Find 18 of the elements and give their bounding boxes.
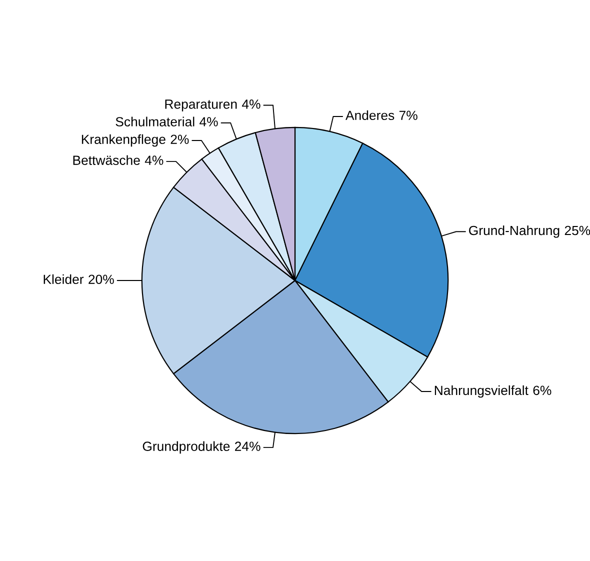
data-label: 4%	[144, 156, 164, 165]
data-label: 7%	[399, 110, 418, 120]
slice-label: Anderes	[346, 110, 394, 120]
data-label: 2%	[170, 134, 189, 144]
slice-label: Grund-Nahrung	[469, 225, 560, 238]
slice-label: Kleider	[44, 274, 84, 284]
data-label: 4%	[200, 117, 218, 126]
slice-label: Reparaturen	[165, 100, 237, 112]
data-label: 24%	[235, 442, 260, 451]
data-label: 4%	[242, 100, 260, 109]
slice-label: Schulmaterial	[116, 116, 194, 126]
slice-label: Krankenpflege	[82, 134, 166, 147]
slice-label: Nahrungsvielfalt	[434, 385, 528, 398]
slice-label: Bettwäsche	[73, 155, 140, 165]
slice-label: Grundprodukte	[142, 441, 230, 454]
data-label: 20%	[88, 274, 114, 284]
data-label: 25%	[564, 226, 590, 236]
data-label: 6%	[533, 386, 552, 396]
